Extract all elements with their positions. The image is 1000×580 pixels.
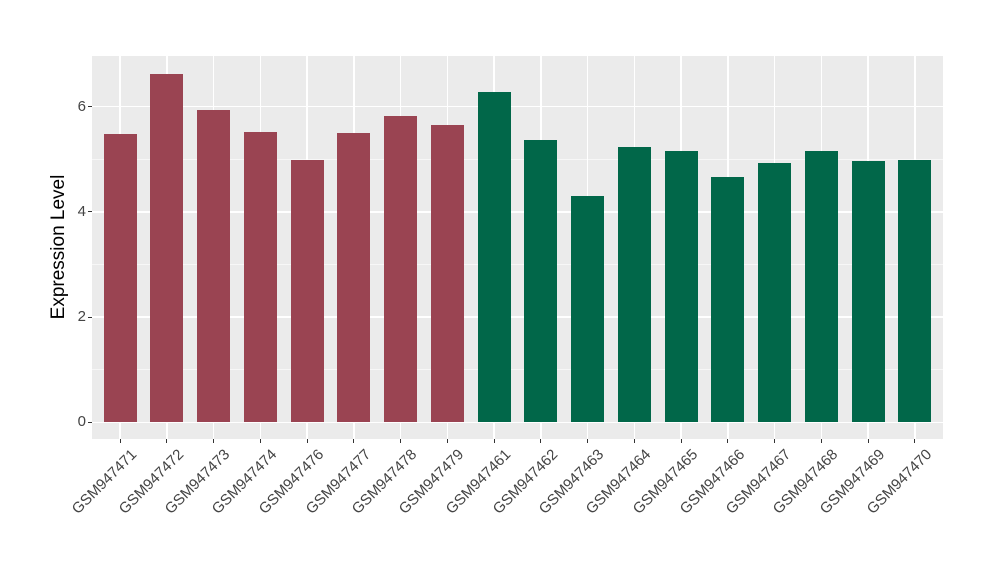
x-tick-mark xyxy=(400,439,402,443)
bar xyxy=(103,133,137,423)
bar xyxy=(384,115,418,423)
bar xyxy=(290,160,324,423)
y-tick-label: 4 xyxy=(77,202,86,220)
bar xyxy=(337,133,371,423)
y-tick-label: 6 xyxy=(77,97,86,115)
gridline-minor-horizontal xyxy=(92,263,943,265)
x-tick-mark xyxy=(353,439,355,443)
bar xyxy=(898,159,932,423)
y-tick-mark xyxy=(88,316,92,318)
y-tick-mark xyxy=(88,211,92,213)
x-tick-mark xyxy=(680,439,682,443)
x-tick-mark xyxy=(446,439,448,443)
bar xyxy=(430,124,464,423)
gridline-minor-horizontal xyxy=(92,369,943,371)
x-tick-mark xyxy=(633,439,635,443)
bar xyxy=(197,109,231,423)
y-tick-label: 2 xyxy=(77,308,86,326)
gridline-major-horizontal xyxy=(92,316,943,318)
x-tick-mark xyxy=(119,439,121,443)
bar xyxy=(524,139,558,423)
x-tick-mark xyxy=(493,439,495,443)
bar xyxy=(617,146,651,423)
bar xyxy=(243,131,277,423)
x-tick-mark xyxy=(306,439,308,443)
x-tick-mark xyxy=(914,439,916,443)
gridline-major-horizontal xyxy=(92,105,943,108)
bar xyxy=(664,150,698,423)
x-tick-mark xyxy=(774,439,776,443)
bar xyxy=(571,196,605,423)
gridline-major-horizontal xyxy=(92,211,943,213)
x-tick-mark xyxy=(587,439,589,443)
x-tick-mark xyxy=(540,439,542,443)
y-axis-title: Expression Level xyxy=(48,174,69,320)
x-tick-mark xyxy=(259,439,261,443)
y-tick-mark xyxy=(88,421,92,423)
bar xyxy=(851,161,885,423)
plot-panel xyxy=(92,56,943,439)
x-tick-mark xyxy=(213,439,215,443)
bar xyxy=(150,73,184,423)
bar xyxy=(711,177,745,423)
bar xyxy=(477,92,511,423)
x-tick-mark xyxy=(867,439,869,443)
x-tick-mark xyxy=(820,439,822,443)
bar xyxy=(758,163,792,423)
x-tick-mark xyxy=(166,439,168,443)
gridline-minor-horizontal xyxy=(92,158,943,160)
y-tick-label: 0 xyxy=(77,413,86,431)
x-tick-mark xyxy=(727,439,729,443)
gridline-major-horizontal xyxy=(92,421,943,424)
bar xyxy=(804,150,838,423)
y-tick-mark xyxy=(88,106,92,108)
